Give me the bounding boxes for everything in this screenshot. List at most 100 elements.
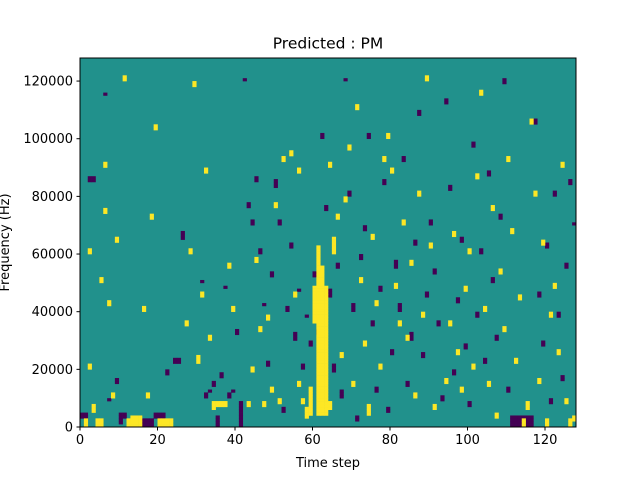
heatmap-cell-high xyxy=(494,412,499,416)
heatmap-cell-high xyxy=(324,360,329,364)
heatmap-cell-low xyxy=(149,421,154,425)
heatmap-cell-high xyxy=(382,158,387,163)
heatmap-cell-high xyxy=(324,409,329,413)
heatmap-cell-high xyxy=(390,170,395,174)
heatmap-cell-high xyxy=(320,389,325,393)
heatmap-cell-high xyxy=(211,401,216,405)
heatmap-cell-low xyxy=(517,424,523,428)
heatmap-cell-high xyxy=(324,352,329,356)
heatmap-cell-high xyxy=(537,380,542,385)
heatmap-cell-low xyxy=(273,179,278,183)
heatmap-cell-low xyxy=(471,144,476,148)
heatmap-cell-low xyxy=(475,314,480,318)
heatmap-cell-low xyxy=(560,377,565,382)
heatmap-cell-high xyxy=(316,256,321,261)
heatmap-cell-high xyxy=(324,406,329,410)
heatmap-cell-low xyxy=(235,328,240,333)
heatmap-cell-high xyxy=(316,303,321,307)
heatmap-cell-high xyxy=(498,271,503,275)
heatmap-cell-high xyxy=(343,196,348,200)
heatmap-cell-low xyxy=(238,424,244,428)
heatmap-cell-high xyxy=(417,193,422,197)
heatmap-cell-low xyxy=(118,412,123,416)
heatmap-cell-high xyxy=(153,124,158,128)
heatmap-cell-low xyxy=(366,132,371,137)
heatmap-cell-low xyxy=(490,277,495,281)
heatmap-cell-high xyxy=(103,161,108,165)
heatmap-cell-high xyxy=(281,156,286,160)
x-tick-label: 80 xyxy=(382,433,399,448)
heatmap-cell-high xyxy=(386,132,391,137)
heatmap-cell-high xyxy=(269,386,275,390)
heatmap-cell-high xyxy=(324,377,329,382)
heatmap-cell-low xyxy=(397,308,402,312)
heatmap-cell-high xyxy=(316,274,321,278)
heatmap-cell-high xyxy=(324,317,329,321)
heatmap-cell-low xyxy=(343,78,348,82)
heatmap-cell-high xyxy=(134,415,139,419)
heatmap-cell-high xyxy=(142,305,147,310)
heatmap-cell-low xyxy=(215,421,220,425)
heatmap-cell-high xyxy=(479,89,484,93)
heatmap-cell-high xyxy=(293,294,298,298)
heatmap-cell-high xyxy=(320,409,325,413)
heatmap-cell-low xyxy=(355,415,360,419)
heatmap-cell-low xyxy=(157,412,162,416)
heatmap-cell-high xyxy=(475,173,480,177)
heatmap-cell-low xyxy=(517,415,523,419)
heatmap-cell-high xyxy=(316,401,321,405)
heatmap-cell-high xyxy=(428,245,433,249)
heatmap-cell-high xyxy=(320,320,325,324)
heatmap-cell-high xyxy=(382,156,387,160)
heatmap-cell-high xyxy=(316,406,321,410)
y-tick-label: 60000 xyxy=(32,248,73,263)
heatmap-cell-high xyxy=(114,236,120,240)
heatmap-cell-low xyxy=(417,112,422,116)
heatmap-cell-high xyxy=(312,297,317,301)
heatmap-cell-low xyxy=(556,311,561,315)
heatmap-cell-high xyxy=(316,288,321,292)
heatmap-cell-high xyxy=(324,294,329,298)
heatmap-cell-high xyxy=(533,193,538,197)
heatmap-cell-low xyxy=(250,219,255,223)
heatmap-cell-high xyxy=(99,421,104,425)
heatmap-cell-high xyxy=(316,377,321,382)
heatmap-cell-low xyxy=(548,398,554,402)
heatmap-cell-low xyxy=(165,372,170,376)
heatmap-cell-high xyxy=(316,311,321,315)
heatmap-cell-high xyxy=(506,156,511,160)
heatmap-cell-low xyxy=(83,412,89,416)
heatmap-cell-high xyxy=(324,343,329,347)
heatmap-cell-high xyxy=(316,369,321,373)
heatmap-cell-low xyxy=(568,179,573,183)
heatmap-cell-high xyxy=(320,377,325,382)
heatmap-cell-high xyxy=(413,395,418,399)
heatmap-cell-low xyxy=(378,288,383,292)
heatmap-cell-high xyxy=(316,251,321,255)
heatmap-cell-high xyxy=(424,78,430,82)
heatmap-cell-low xyxy=(483,360,488,364)
heatmap-cell-high xyxy=(95,418,100,422)
heatmap-cell-high xyxy=(514,357,519,361)
heatmap-cell-high xyxy=(320,282,325,287)
heatmap-cell-low xyxy=(506,386,511,390)
heatmap-cell-low xyxy=(440,398,445,402)
heatmap-cell-low xyxy=(421,352,426,356)
heatmap-cell-high xyxy=(312,288,317,292)
heatmap-cell-high xyxy=(231,308,236,312)
heatmap-cell-high xyxy=(324,297,329,301)
heatmap-cell-high xyxy=(548,311,554,315)
heatmap-cell-low xyxy=(386,406,391,410)
heatmap-cell-high xyxy=(308,398,313,402)
heatmap-cell-high xyxy=(324,311,329,315)
heatmap-cell-high xyxy=(320,317,325,321)
heatmap-cell-high xyxy=(231,305,236,310)
heatmap-cell-high xyxy=(351,383,356,387)
heatmap-cell-low xyxy=(382,179,387,183)
heatmap-cell-high xyxy=(320,277,325,281)
heatmap-cell-low xyxy=(281,409,286,413)
heatmap-cell-low xyxy=(525,415,530,419)
heatmap-cell-high xyxy=(529,118,534,122)
heatmap-cell-low xyxy=(467,403,472,408)
heatmap-cell-low xyxy=(339,395,344,399)
